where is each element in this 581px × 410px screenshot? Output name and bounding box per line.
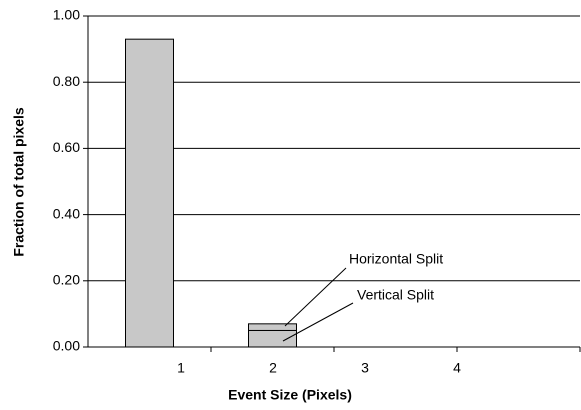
y-tick-label: 0.40 bbox=[53, 205, 80, 221]
leader-line bbox=[282, 302, 354, 342]
x-tick-label: 3 bbox=[361, 360, 369, 376]
y-tick-label: 0.20 bbox=[53, 272, 80, 288]
x-tick-label: 4 bbox=[453, 360, 461, 376]
annotation: Horizontal Split bbox=[349, 251, 443, 267]
leader-line bbox=[284, 267, 347, 327]
bar-segment bbox=[125, 38, 174, 348]
y-tick-label: 0.00 bbox=[53, 338, 80, 354]
x-tick-label: 2 bbox=[269, 360, 277, 376]
annotation: Vertical Split bbox=[357, 287, 434, 303]
y-tick-label: 1.00 bbox=[53, 7, 80, 23]
y-tick-label: 0.80 bbox=[53, 73, 80, 89]
x-tick-label: 1 bbox=[177, 360, 185, 376]
x-axis-title: Event Size (Pixels) bbox=[228, 387, 352, 403]
bar-segment bbox=[248, 323, 297, 331]
y-axis-title: Fraction of total pixels bbox=[11, 107, 27, 257]
bar-segment bbox=[248, 329, 297, 348]
y-tick-label: 0.60 bbox=[53, 139, 80, 155]
